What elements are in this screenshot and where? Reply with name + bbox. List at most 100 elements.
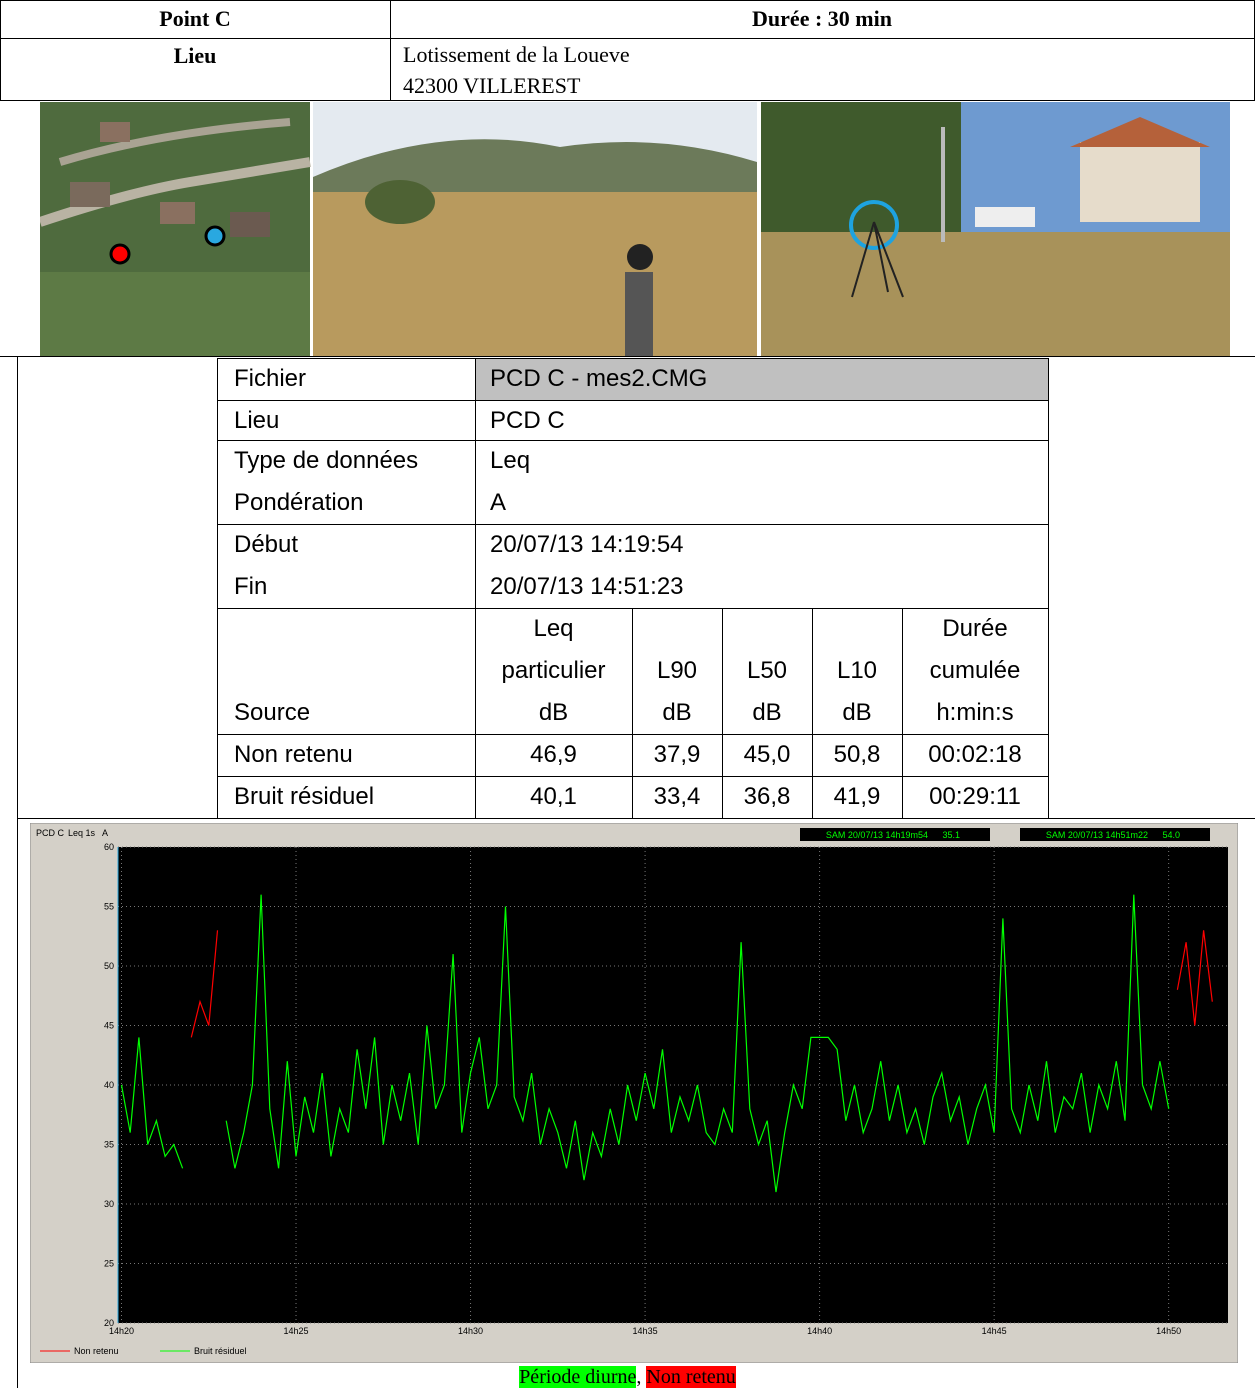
- cell-text: PCD C - mes2.CMG: [490, 365, 708, 392]
- cell-text: PCD C: [490, 407, 565, 434]
- chart-weighting: A: [102, 828, 108, 838]
- y-tick-label: 25: [104, 1259, 114, 1269]
- cell-text: Leq: [490, 447, 531, 474]
- cell-text: 00:02:18: [928, 741, 1022, 768]
- cell-text: 41,9: [833, 783, 881, 810]
- rule: [217, 358, 1049, 359]
- cell-text: Non retenu: [234, 741, 353, 768]
- rule: [17, 356, 18, 1388]
- rule: [217, 734, 1049, 735]
- y-tick-label: 35: [104, 1140, 114, 1150]
- column-header: dB: [752, 699, 782, 726]
- y-tick-label: 55: [104, 902, 114, 912]
- rule: [217, 400, 1049, 401]
- rule: [217, 524, 1049, 525]
- caption-periode: Période diurne: [519, 1366, 637, 1388]
- rule: [0, 100, 1255, 101]
- cell-text: Type de données: [234, 447, 419, 474]
- chart: 20 25 30 35 40 45 50 55 60 14h20 14h25 14h30 14h35 14…: [30, 823, 1238, 1363]
- cursor-value: 54.0: [1162, 830, 1180, 840]
- cell-text: 20/07/13 14:19:54: [490, 531, 684, 558]
- cell-text: Lieu: [234, 407, 280, 434]
- caption: Période diurne, Non retenu: [0, 1366, 1255, 1389]
- cell-text: 50,8: [833, 741, 881, 768]
- cell-text: Fin: [234, 573, 268, 600]
- series-line: [120, 894, 1170, 1193]
- rule: [217, 776, 1049, 777]
- column-header: Durée: [942, 615, 1008, 642]
- cell-text: 37,9: [653, 741, 701, 768]
- column-header: L50: [746, 657, 788, 684]
- rule: [390, 0, 391, 100]
- cell-text: 42300 VILLEREST: [403, 73, 581, 98]
- column-header: Leq: [533, 615, 574, 642]
- column-header: cumulée: [929, 657, 1021, 684]
- x-tick-label: 14h20: [109, 1326, 134, 1336]
- cursor-label: SAM 20/07/13 14h19m54: [826, 830, 928, 840]
- legend-label: Bruit résiduel: [194, 1346, 247, 1356]
- cell-text: 33,4: [653, 783, 701, 810]
- cursor-value: 35.1: [942, 830, 960, 840]
- rule: [0, 38, 1255, 39]
- cursor-box: [800, 828, 990, 841]
- x-tick-label: 14h25: [284, 1326, 309, 1336]
- x-tick-label: 14h35: [633, 1326, 658, 1336]
- cell-text: Lotissement de la Loueve: [403, 42, 630, 67]
- cell-text: Bruit résiduel: [234, 783, 375, 810]
- y-tick-label: 20: [104, 1318, 114, 1328]
- cursor-unit: dB: [1196, 830, 1207, 840]
- chart-subtitle: Leq 1s: [68, 828, 96, 838]
- cell-text: 46,9: [530, 741, 577, 768]
- rule: [0, 356, 1255, 357]
- rule: [1048, 358, 1049, 818]
- cell-text: Fichier: [234, 365, 307, 392]
- rule: [632, 608, 633, 818]
- x-tick-label: 14h50: [1156, 1326, 1181, 1336]
- caption-non-retenu: Non retenu: [646, 1366, 736, 1388]
- cell-text: 36,8: [743, 783, 791, 810]
- y-tick-label: 45: [104, 1021, 114, 1031]
- cell-text: Début: [234, 531, 299, 558]
- caption-separator: ,: [636, 1366, 642, 1388]
- y-tick-label: 30: [104, 1199, 114, 1209]
- chart-title: PCD C: [36, 828, 65, 838]
- rule: [217, 818, 1049, 819]
- cell-text: Pondération: [234, 489, 364, 516]
- x-tick-label: 14h45: [982, 1326, 1007, 1336]
- cell-text: Point C: [159, 6, 231, 31]
- rule: [217, 358, 218, 818]
- cell-text: Lieu: [173, 43, 217, 68]
- rule: [902, 608, 903, 818]
- rule: [217, 608, 1049, 609]
- cursor-label: SAM 20/07/13 14h51m22: [1046, 830, 1148, 840]
- x-tick-label: 14h40: [807, 1326, 832, 1336]
- y-tick-label: 60: [104, 842, 114, 852]
- column-header: h:min:s: [936, 699, 1014, 726]
- column-header: particulier: [501, 657, 606, 684]
- x-tick-label: 14h30: [458, 1326, 483, 1336]
- cell-text: A: [490, 489, 507, 516]
- rule: [217, 440, 1049, 441]
- rule: [722, 608, 723, 818]
- legend-label: Non retenu: [74, 1346, 119, 1356]
- rule: [475, 358, 476, 818]
- cell-text: 00:29:11: [929, 783, 1021, 810]
- column-header: L10: [836, 657, 878, 684]
- column-header: dB: [842, 699, 872, 726]
- cell-text: 40,1: [530, 783, 577, 810]
- cell-text: 45,0: [743, 741, 791, 768]
- rule: [0, 0, 1255, 1]
- column-header: L90: [656, 657, 698, 684]
- cursor-unit: dB: [976, 830, 987, 840]
- cell-text: 20/07/13 14:51:23: [490, 573, 684, 600]
- rule: [0, 0, 1, 100]
- column-header: dB: [662, 699, 692, 726]
- series-line: [190, 930, 1213, 1038]
- cell-bg: [475, 358, 1048, 400]
- cursor-box: [1020, 828, 1210, 841]
- column-header: Source: [234, 699, 311, 726]
- photos: [40, 102, 1230, 356]
- y-tick-label: 40: [104, 1080, 114, 1090]
- column-header: dB: [538, 699, 569, 726]
- cell-text: Durée : 30 min: [752, 6, 892, 31]
